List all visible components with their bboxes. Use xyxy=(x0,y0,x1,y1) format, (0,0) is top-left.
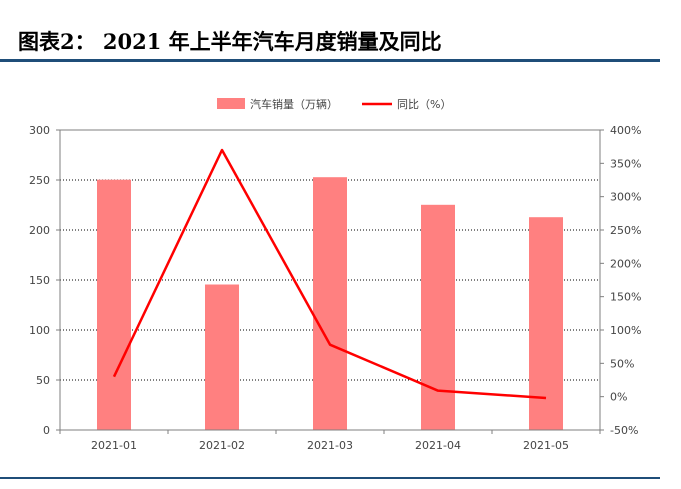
bar-2021-03 xyxy=(313,177,347,430)
line-yoy xyxy=(112,148,547,400)
right-tick-label: 350% xyxy=(610,157,641,170)
right-tick-label: 100% xyxy=(610,324,641,337)
legend-label-line: 同比（%） xyxy=(397,98,451,111)
right-tick-label: 400% xyxy=(610,124,641,137)
right-tick-label: 250% xyxy=(610,224,641,237)
right-tick-label: -50% xyxy=(610,424,638,437)
bar-2021-02 xyxy=(205,284,239,430)
x-tick-label: 2021-01 xyxy=(91,439,137,452)
legend-label-bar: 汽车销量（万辆） xyxy=(250,97,338,111)
right-tick-label: 300% xyxy=(610,191,641,204)
line-series xyxy=(112,148,547,400)
left-tick-label: 100 xyxy=(29,324,50,337)
right-tick-label: 50% xyxy=(610,357,634,370)
x-tick-label: 2021-04 xyxy=(415,439,461,452)
left-tick-label: 150 xyxy=(29,274,50,287)
left-tick-label: 300 xyxy=(29,124,50,137)
left-tick-label: 250 xyxy=(29,174,50,187)
bar-series xyxy=(97,177,563,430)
legend-swatch-bar xyxy=(217,98,245,109)
left-tick-label: 200 xyxy=(29,224,50,237)
right-tick-label: 150% xyxy=(610,291,641,304)
left-tick-label: 0 xyxy=(43,424,50,437)
x-tick-label: 2021-05 xyxy=(523,439,569,452)
x-tick-label: 2021-03 xyxy=(307,439,353,452)
axes: 0 50 100 150 200 250 300 -50% 0% 50% 100% 150% 200% 2… xyxy=(29,124,641,452)
title-rule xyxy=(0,59,660,62)
right-tick-label: 200% xyxy=(610,257,641,270)
bar-2021-05 xyxy=(529,217,563,430)
bar-2021-01 xyxy=(97,179,131,430)
left-tick-label: 50 xyxy=(36,374,50,387)
bar-2021-04 xyxy=(421,204,455,430)
right-tick-label: 0% xyxy=(610,391,627,404)
x-tick-label: 2021-02 xyxy=(199,439,245,452)
legend: 汽车销量（万辆） 同比（%） xyxy=(217,97,451,111)
figure-title: 图表2： 2021 年上半年汽车月度销量及同比 xyxy=(18,29,442,54)
footer-rule xyxy=(0,477,660,479)
